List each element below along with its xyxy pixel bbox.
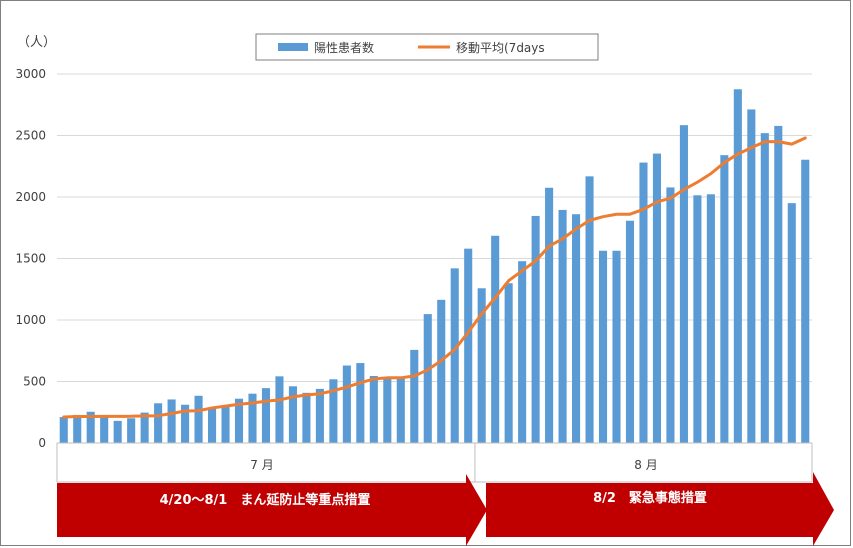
bar [706, 194, 715, 443]
legend: 陽性患者数 移動平均(7days [255, 33, 599, 61]
bar [450, 268, 459, 443]
bar [801, 159, 810, 444]
bar [410, 349, 419, 443]
bar [261, 388, 271, 443]
bar [288, 386, 297, 443]
bar [585, 176, 594, 443]
bar [504, 283, 513, 443]
bar [598, 250, 608, 443]
bar [275, 376, 284, 443]
bar [167, 399, 176, 443]
moving-average-line [62, 136, 807, 419]
month-label-august: 8 月 [634, 458, 657, 472]
bar [73, 414, 82, 443]
bar [477, 288, 486, 443]
y-tick-labels: 0 500 1000 1500 2000 2500 3000 [15, 67, 46, 450]
bar [666, 187, 675, 443]
moving-average-polyline [62, 136, 807, 419]
bar [248, 393, 257, 443]
bar [342, 365, 351, 443]
bar [437, 299, 446, 443]
bar [531, 215, 540, 443]
bar [356, 363, 365, 443]
bar [127, 418, 136, 443]
bar [733, 89, 742, 443]
bar [302, 392, 311, 443]
period-arrow-priority-measures [57, 474, 487, 546]
bar [383, 378, 392, 443]
y-tick-label: 500 [23, 375, 46, 389]
period-arrow-emergency [486, 472, 834, 546]
x-axis [56, 442, 813, 483]
bar [369, 375, 378, 443]
y-tick-label: 2000 [15, 190, 46, 204]
bar [625, 220, 635, 443]
y-axis-unit: （人） [17, 35, 56, 50]
bar [774, 125, 783, 443]
bar [518, 261, 527, 443]
bar [491, 235, 500, 443]
bar [558, 209, 567, 443]
month-band: 7 月 8 月 [250, 458, 657, 472]
bar [612, 250, 621, 443]
bar [396, 378, 405, 443]
y-tick-label: 3000 [15, 67, 46, 81]
bar [154, 403, 163, 443]
bar [221, 405, 230, 443]
legend-label-positives: 陽性患者数 [314, 40, 374, 55]
period-label-emergency: 8/2 緊急事態措置 [593, 490, 707, 506]
y-tick-label: 0 [38, 436, 46, 450]
bar [679, 125, 688, 444]
period-label-priority-measures: 4/20〜8/1 まん延防止等重点措置 [160, 492, 371, 508]
period-arrows: 4/20〜8/1 まん延防止等重点措置 8/2 緊急事態措置 [57, 472, 834, 546]
bar [464, 248, 473, 443]
bar [140, 412, 149, 443]
y-tick-label: 2500 [15, 129, 46, 143]
bar [693, 195, 702, 443]
bar [86, 411, 95, 443]
bar [639, 162, 648, 443]
y-tick-label: 1500 [15, 252, 46, 266]
bar [760, 133, 769, 443]
bar [113, 420, 122, 443]
bar [652, 153, 661, 443]
bar [720, 155, 729, 443]
bar [572, 214, 581, 443]
bar [329, 379, 338, 443]
bar [194, 395, 203, 443]
bar [545, 187, 554, 443]
bar [747, 109, 756, 444]
bar-series [59, 89, 810, 444]
bar [59, 417, 68, 443]
bar [234, 398, 244, 443]
bar [100, 416, 109, 443]
bar [315, 388, 324, 443]
y-tick-label: 1000 [15, 313, 46, 327]
bar [787, 203, 796, 443]
bar [181, 404, 190, 443]
legend-label-moving-average: 移動平均(7days [456, 41, 545, 55]
bar [208, 408, 217, 443]
month-label-july: 7 月 [250, 458, 273, 472]
legend-bar-swatch [278, 43, 308, 51]
bar [423, 314, 432, 443]
